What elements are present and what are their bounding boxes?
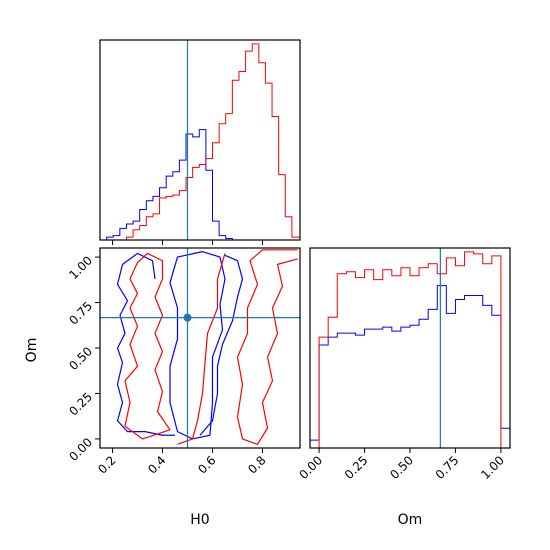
contour-blue-1 bbox=[116, 252, 175, 436]
om-marginal-x-tick-label: 1.00 bbox=[478, 453, 507, 482]
joint-y-tick-label: 1.00 bbox=[66, 253, 95, 282]
om-y-axis-title: Om bbox=[24, 338, 40, 363]
joint-x-tick-label: 0.8 bbox=[245, 453, 268, 476]
om-marginal-histogram-red bbox=[310, 251, 510, 449]
joint-y-tick-label: 0.00 bbox=[66, 435, 95, 464]
h0-marginal-histogram-blue bbox=[100, 129, 300, 241]
joint-plot-area bbox=[100, 248, 300, 448]
contour-blue-0 bbox=[169, 251, 226, 440]
joint-y-tick-label: 0.25 bbox=[66, 390, 95, 419]
om-marginal-x-tick-label: 0.25 bbox=[342, 453, 371, 482]
contour-red-2 bbox=[177, 253, 226, 445]
contour-blue-2 bbox=[199, 254, 244, 436]
joint-x-tick-label: 0.6 bbox=[195, 453, 218, 476]
h0-marginal-frame bbox=[99, 39, 301, 241]
om-marginal-x-tick-label: 0.00 bbox=[296, 453, 325, 482]
om-marginal-x-tick-label: 0.75 bbox=[433, 453, 462, 482]
joint-frame bbox=[99, 247, 301, 449]
joint-y-tick-label: 0.75 bbox=[66, 299, 95, 328]
om-x-axis-title: Om bbox=[398, 512, 423, 528]
h0-axis-title: H0 bbox=[190, 512, 209, 528]
joint-x-tick-label: 0.4 bbox=[145, 453, 168, 476]
h0-marginal-histogram-red bbox=[100, 43, 301, 241]
joint-x-tick-label: 0.2 bbox=[95, 453, 118, 476]
om-marginal-histogram-blue bbox=[309, 285, 511, 448]
contour-red-0 bbox=[124, 252, 171, 440]
om-marginal-x-tick-label: 0.50 bbox=[387, 453, 416, 482]
contour-red-1 bbox=[236, 249, 298, 445]
joint-y-tick-label: 0.50 bbox=[66, 344, 95, 373]
joint-truth-point bbox=[183, 313, 192, 322]
om-marginal-frame bbox=[309, 247, 511, 449]
